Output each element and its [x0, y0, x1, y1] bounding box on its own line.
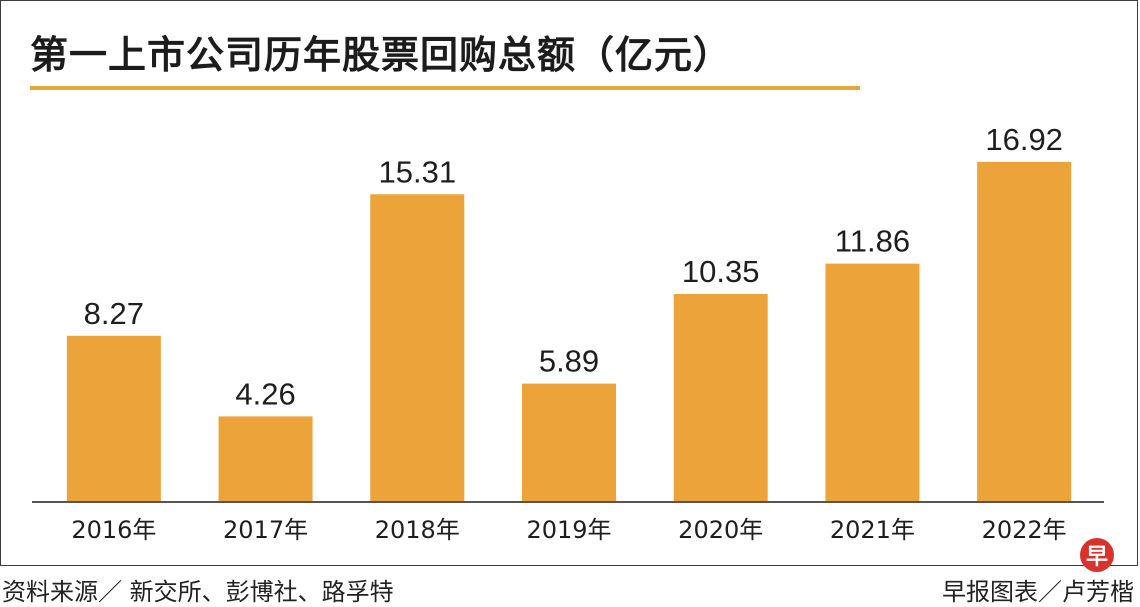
data-label-0: 8.27 [84, 296, 144, 331]
chart-title: 第一上市公司历年股票回购总额（亿元） [30, 33, 733, 77]
x-tick-label-6: 2022年 [982, 516, 1067, 544]
bar-6 [977, 161, 1072, 502]
zaobao-logo-icon: 早 [1080, 538, 1114, 572]
bar-2 [370, 194, 465, 503]
data-label-5: 11.86 [835, 224, 910, 259]
x-tick-label-3: 2019年 [526, 516, 611, 544]
bar-3 [522, 383, 616, 502]
x-tick-label-0: 2016年 [71, 516, 156, 544]
data-label-3: 5.89 [539, 344, 599, 379]
data-label-2: 15.31 [378, 154, 456, 189]
bar-chart: 8.27 2016年 4.26 2017年 15.31 2018年 5.89 2019年 10.… [32, 122, 1104, 544]
x-tick-label-4: 2020年 [678, 516, 763, 544]
credit-note: 早报图表／卢芳楷 [942, 578, 1134, 606]
bar-0 [66, 335, 161, 502]
data-label-6: 16.92 [985, 122, 1063, 157]
bar-5 [825, 263, 920, 502]
data-label-4: 10.35 [682, 254, 760, 289]
source-note: 资料来源／ 新交所、彭博社、路孚特 [2, 578, 394, 606]
x-tick-label-5: 2021年 [830, 516, 915, 544]
x-tick-label-2: 2018年 [375, 516, 460, 544]
bar-1 [218, 416, 313, 502]
x-tick-label-1: 2017年 [223, 516, 308, 544]
data-label-1: 4.26 [235, 376, 295, 411]
title-underline [30, 86, 860, 90]
bar-4 [673, 293, 768, 502]
